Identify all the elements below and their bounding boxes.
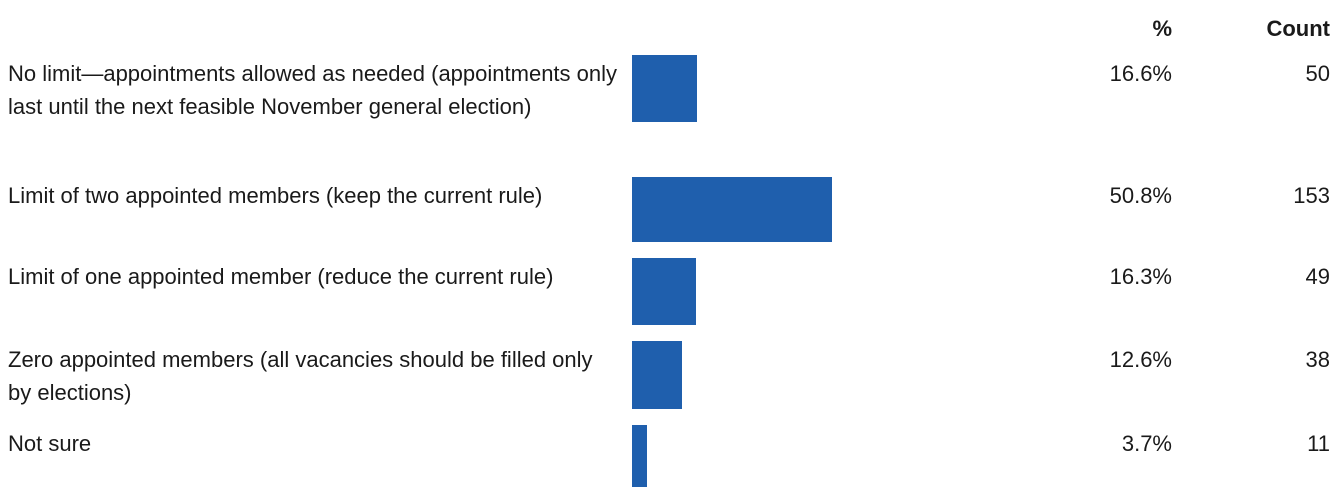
percent-label: 50.8% (1109, 183, 1172, 208)
row-label: Limit of one appointed member (reduce th… (8, 264, 554, 289)
bar (632, 258, 697, 325)
bar (632, 425, 647, 487)
bar (632, 341, 682, 409)
row-label: No limit—appointments allowed as needed … (8, 61, 618, 119)
percent-label: 16.3% (1109, 264, 1172, 289)
row-label: Limit of two appointed members (keep the… (8, 183, 543, 208)
percent-label: 12.6% (1109, 347, 1172, 372)
row-label: Not sure (8, 431, 92, 456)
bar (632, 177, 833, 242)
count-label: 38 (1305, 347, 1330, 372)
count-label: 153 (1293, 183, 1330, 208)
percent-header: % (1152, 16, 1172, 41)
count-label: 49 (1305, 264, 1330, 289)
row-label: Zero appointed members (all vacancies sh… (8, 347, 593, 405)
count-label: 11 (1307, 431, 1330, 456)
percent-label: 3.7% (1121, 431, 1172, 456)
count-label: 50 (1305, 61, 1330, 86)
percent-label: 16.6% (1109, 61, 1172, 86)
bar (632, 55, 698, 122)
count-header: Count (1266, 16, 1330, 41)
